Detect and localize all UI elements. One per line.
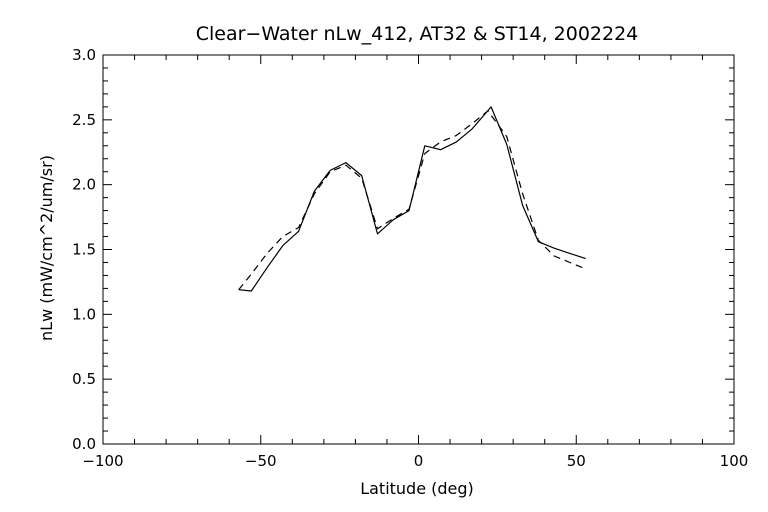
x-tick-label: −50: [245, 452, 277, 470]
x-tick-label: 100: [720, 452, 749, 470]
x-axis-label: Latitude (deg): [360, 479, 474, 498]
y-tick-label: 3.0: [72, 46, 96, 64]
y-tick-label: 0.5: [72, 370, 96, 388]
x-tick-label: 0: [414, 452, 424, 470]
y-tick-label: 0.0: [72, 435, 96, 453]
series-layer: [238, 106, 586, 292]
y-tick-label: 1.0: [72, 305, 96, 323]
axis-ticks: −100 −50 0 50 100 0.0 0.5 1.0 1.5 2.0 2.5 3.0: [72, 46, 748, 470]
y-tick-label: 2.0: [72, 176, 96, 194]
x-tick-label: 50: [567, 452, 586, 470]
chart-title: Clear−Water nLw_412, AT32 & ST14, 200222…: [196, 23, 639, 45]
x-tick-label: −100: [82, 452, 123, 470]
series-line-solid: [238, 106, 586, 292]
y-tick-label: 1.5: [72, 241, 96, 259]
y-axis-label: nLw (mW/cm^2/um/sr): [37, 155, 56, 341]
y-tick-label: 2.5: [72, 111, 96, 129]
series-line-dashed: [238, 110, 586, 291]
